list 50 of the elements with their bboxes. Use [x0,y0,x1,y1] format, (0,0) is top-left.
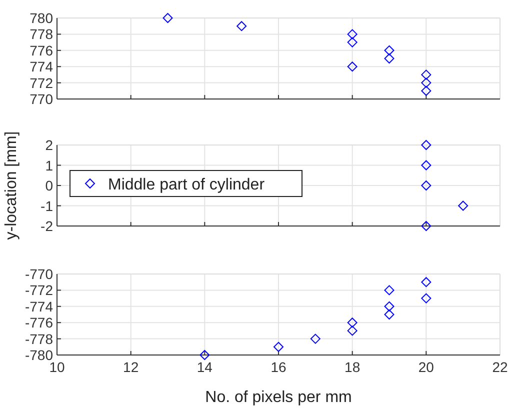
y-tick-label: -772 [24,282,54,298]
y-tick-label: -774 [24,298,54,314]
y-tick-label: 0 [45,178,54,194]
point [458,200,468,211]
point [421,78,432,88]
point [162,13,173,23]
x-tick-label: 16 [270,359,286,375]
point [384,45,394,56]
point [421,160,432,170]
y-tick-label: 774 [30,58,54,75]
y-tick-label: 772 [30,74,54,91]
x-tick-label: 14 [196,359,213,375]
point [421,293,432,304]
legend-label: Middle part of cylinder [108,176,266,194]
y-tick-label: -2 [40,218,54,234]
x-tick-label: 12 [123,359,139,375]
y-tick-label: -770 [24,266,54,282]
point [347,326,358,336]
point [421,86,432,96]
point [347,318,358,328]
y-tick-label: 1 [45,157,54,174]
y-tick-label: 2 [45,137,54,153]
point [200,350,210,360]
x-tick-label: 22 [492,359,508,375]
y-tick-label: 780 [30,10,54,26]
point [421,221,432,231]
y-tick-label: 776 [30,42,54,58]
point [421,277,432,288]
point [274,342,284,352]
point [384,54,394,64]
point [236,21,247,32]
y-tick-label: -1 [40,198,54,214]
point [421,70,432,80]
point [421,140,432,150]
point [384,301,394,312]
y-axis-title: y-location [mm] [3,131,20,240]
y-tick-label: 778 [30,26,54,42]
point [347,29,358,40]
point [384,310,394,320]
x-tick-label: 18 [344,359,360,375]
y-tick-label: 770 [30,91,54,107]
point [384,285,394,296]
point [347,62,358,72]
point [310,334,320,344]
x-axis-title: No. of pixels per mm [205,389,352,406]
point [347,37,358,48]
y-tick-label: -776 [24,314,54,331]
point [421,180,432,190]
x-tick-label: 20 [418,359,434,375]
y-tick-label: -778 [24,330,54,347]
